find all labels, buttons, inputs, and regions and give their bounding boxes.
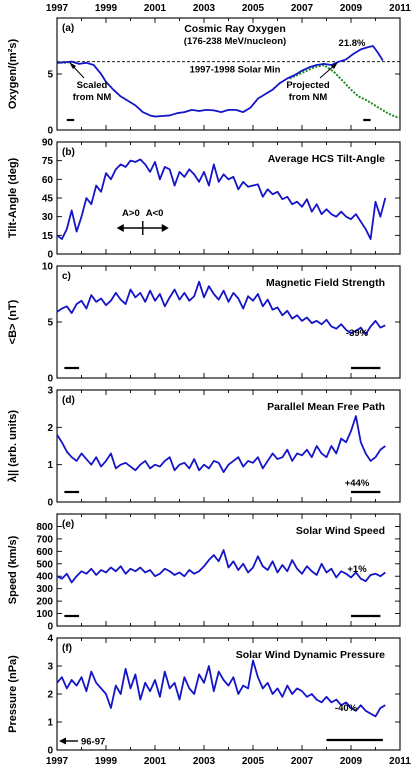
panel-label: (a): [62, 23, 74, 34]
bottom-year-label: 2003: [193, 756, 216, 767]
bottom-year-label: 2007: [291, 756, 314, 767]
y-tick-label: 3: [47, 386, 53, 397]
y-tick-label: 1: [47, 460, 53, 471]
scaled-arrow-head: [69, 62, 76, 69]
panel-title: Solar Wind Speed: [296, 525, 385, 537]
panel-1: 0 5 Oxygen/(m²s) (a) Cosmic Ray Oxygen(176-2…: [7, 17, 401, 137]
y-tick-label: 200: [36, 597, 53, 608]
data-series-line: [56, 45, 384, 118]
change-percent-label: +44%: [345, 478, 370, 489]
top-year-label: 1999: [95, 3, 118, 14]
y-tick-label: 1: [47, 718, 53, 729]
y-tick-label: 800: [36, 522, 53, 533]
y-tick-label: 0: [47, 250, 53, 261]
panel-title: Magnetic Field Strength: [266, 277, 385, 289]
data-series-line: [56, 158, 387, 240]
scaled-from-nm-label: Scaled: [77, 80, 108, 91]
projected-series-line: [289, 63, 401, 119]
change-percent-label: +1%: [347, 564, 367, 575]
top-year-label: 2003: [193, 3, 216, 14]
panel-label: c): [62, 271, 71, 282]
y-tick-label: 15: [42, 231, 54, 242]
y-axis-label: Speed (km/s): [7, 535, 19, 604]
polarity-arrow-head-left: [116, 224, 124, 232]
bottom-year-label: 1999: [95, 756, 118, 767]
y-tick-label: 500: [36, 559, 53, 570]
panel-title: Average HCS Tilt-Angle: [268, 153, 385, 165]
change-percent-label: 21.8%: [339, 38, 366, 49]
panel-label: (f): [62, 643, 72, 654]
y-axis-label: Tilt-Angle (deg): [7, 157, 19, 238]
data-series-line: [56, 549, 386, 584]
y-tick-label: 0: [47, 374, 53, 385]
projected-from-nm-label: Projected: [286, 80, 329, 91]
reference-line-label: 1997-1998 Solar Min: [190, 65, 281, 76]
y-tick-label: 400: [36, 572, 53, 583]
data-series-line: [56, 659, 386, 718]
top-year-label: 2007: [291, 3, 314, 14]
y-tick-label: 600: [36, 547, 53, 558]
y-tick-label: 0: [47, 126, 53, 137]
y-tick-label: 3: [47, 662, 53, 673]
y-tick-label: 0: [47, 622, 53, 633]
y-tick-label: 5: [47, 318, 53, 329]
y-tick-label: 2: [47, 690, 53, 701]
y-tick-label: 0: [47, 498, 53, 509]
y-tick-label: 4: [47, 634, 53, 645]
panel-title: Solar Wind Dynamic Pressure: [236, 649, 385, 661]
y-axis-label: Pressure (nPa): [7, 655, 19, 733]
y-tick-label: 60: [42, 175, 54, 186]
top-year-label: 2001: [144, 3, 167, 14]
data-series-line: [56, 415, 386, 474]
bottom-year-label: 2001: [144, 756, 167, 767]
y-axis-label: λ|| (arb. units): [7, 410, 19, 482]
panel-2: 0 15 30 45 60 75 90 Tilt-Angle (deg) (b) Average …: [7, 138, 401, 261]
y-tick-label: 90: [42, 138, 54, 149]
projected-from-nm-label-2: from NM: [289, 92, 328, 103]
panel-label: (e): [62, 519, 74, 530]
y-tick-label: 0: [47, 746, 53, 757]
y-tick-label: 45: [42, 194, 54, 205]
bottom-year-label: 2005: [242, 756, 265, 767]
offscale-range-label: 96-97: [81, 737, 105, 748]
panel-label: (d): [62, 395, 75, 406]
top-year-label: 2005: [242, 3, 265, 14]
polarity-label-positive: A>0: [122, 208, 140, 219]
bottom-year-label: 2009: [340, 756, 363, 767]
data-series-line: [56, 280, 386, 336]
panel-subtitle: (176-238 MeV/nucleon): [184, 36, 286, 47]
y-tick-label: 100: [36, 609, 53, 620]
panel-label: (b): [62, 147, 75, 158]
panel-3: 0 5 10 <B> (nT) c) Magnetic Field Strength -39…: [7, 262, 401, 385]
panel-6: 0 1 2 3 4 Pressure (nPa) (f) Solar Wind Dynamic…: [7, 634, 401, 757]
offscale-arrow-head: [59, 737, 66, 745]
y-axis-label: Oxygen/(m²s): [7, 39, 19, 110]
change-percent-label: -39%: [346, 328, 369, 339]
panel-title: Cosmic Ray Oxygen: [184, 23, 286, 35]
polarity-arrow-head-right: [161, 224, 169, 232]
bottom-year-label: 2011: [389, 756, 411, 767]
change-percent-label: -40%: [335, 703, 358, 714]
y-tick-label: 30: [42, 212, 54, 223]
top-year-label: 2011: [389, 3, 411, 14]
y-tick-label: 5: [47, 70, 53, 81]
y-tick-label: 2: [47, 423, 53, 434]
y-tick-label: 700: [36, 534, 53, 545]
panel-title: Parallel Mean Free Path: [267, 401, 385, 413]
panel-4: 0 1 2 3 λ|| (arb. units) (d) Parallel Mean Fre…: [7, 386, 401, 509]
top-year-label: 1997: [46, 3, 69, 14]
y-tick-label: 10: [42, 262, 54, 273]
top-year-label: 2009: [340, 3, 363, 14]
y-axis-label: <B> (nT): [7, 299, 19, 344]
polarity-label-negative: A<0: [146, 208, 164, 219]
bottom-year-label: 1997: [46, 756, 69, 767]
scaled-from-nm-label-2: from NM: [73, 92, 112, 103]
y-tick-label: 75: [42, 156, 54, 167]
projected-arrow-head: [331, 62, 338, 69]
y-tick-label: 300: [36, 584, 53, 595]
